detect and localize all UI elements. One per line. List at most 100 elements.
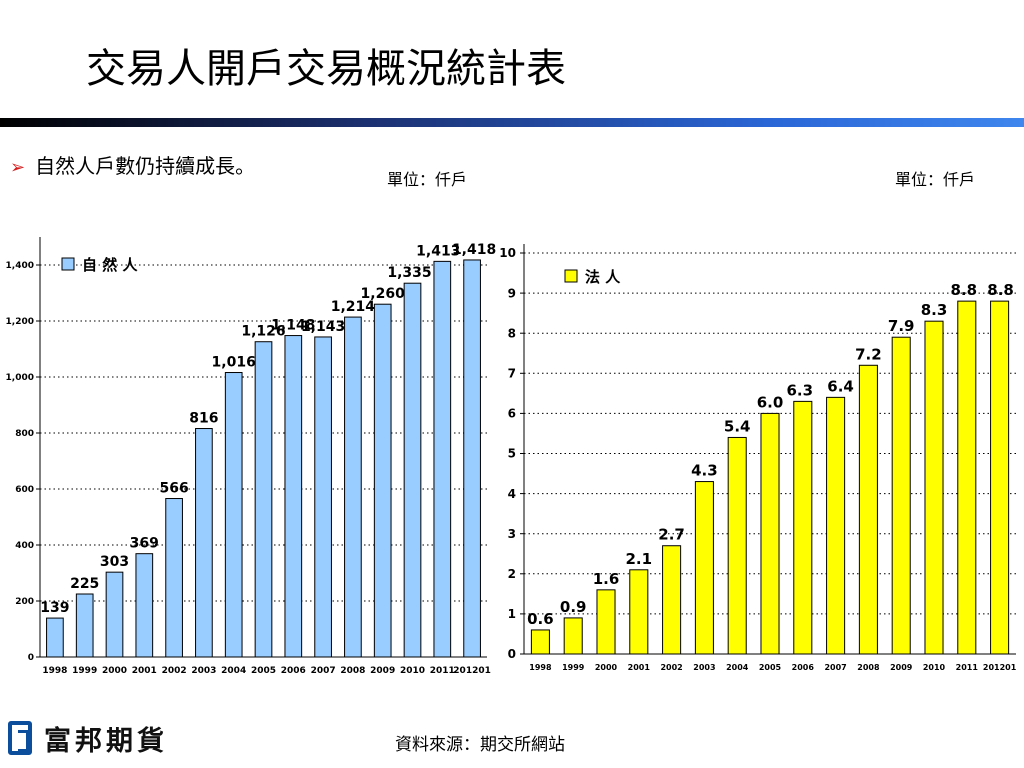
data-label: 6.4 [827,377,854,395]
y-tick-label: 1,400 [6,261,34,271]
bar [165,498,183,658]
x-tick-label: 1999 [72,666,97,676]
bar [858,364,878,655]
unit-label-left: 單位：仟戶 [387,170,468,189]
bar [924,320,944,655]
data-label: 0.9 [560,598,587,616]
x-tick-label: 2006 [792,663,815,672]
x-tick-label: 2009 [370,666,395,676]
data-label: 369 [130,536,159,552]
x-tick-label: 2001 [628,663,651,672]
bullet-text: 自然人戶數仍持續成長。 [35,154,256,178]
bar [990,300,1010,655]
x-tick-label: 1998 [42,666,67,676]
x-tick-label: 2009 [890,663,913,672]
data-label: 1,335 [387,265,431,281]
bar [46,617,64,658]
data-label: 4.3 [691,462,718,480]
legend-swatch [564,269,578,283]
bar [254,341,273,658]
bar [760,412,780,655]
bar [344,316,362,658]
source-note: 資料來源：期交所網站 [395,735,565,755]
x-tick-label: 2000 [102,666,127,676]
x-tick-label: 2010 [923,663,946,672]
x-tick-label: 2010 [400,666,425,676]
y-tick-label: 3 [508,527,516,541]
legend-label: 自 然 人 [82,256,138,274]
x-tick-label: 2004 [221,666,246,676]
data-label: 2.7 [658,526,685,544]
x-tick-label: 2008 [340,666,365,676]
data-label: 139 [40,600,69,616]
bar [433,260,452,658]
data-label: 303 [100,554,129,570]
bar [826,396,846,655]
bar [463,259,481,658]
data-label: 1.6 [593,570,620,588]
bar [662,545,682,655]
bar [195,428,213,658]
bar [373,303,392,658]
legend-swatch [61,257,75,271]
data-label: 1,148 [271,318,315,334]
page-title: 交易人開戶交易概況統計表 [86,46,566,92]
bar [284,335,303,658]
bar [224,372,243,658]
y-tick-label: 1,000 [6,373,34,383]
bar [105,571,124,658]
x-tick-label: 201201 [453,666,491,676]
data-label: 566 [159,481,188,497]
y-tick-label: 1 [508,607,516,621]
data-label: 7.2 [855,345,882,363]
y-tick-label: 6 [508,407,516,421]
data-label: 0.6 [527,610,554,628]
bar [563,617,583,655]
data-label: 6.3 [787,381,814,399]
logo-text: 富邦期貨 [44,725,168,757]
data-label: 1,214 [331,299,376,315]
data-label: 1,418 [452,242,496,258]
x-tick-label: 2011 [430,666,455,676]
bar [135,553,154,658]
data-label: 1,016 [212,355,256,371]
y-tick-label: 400 [15,541,34,551]
y-tick-label: 9 [508,286,516,300]
bar [694,481,714,655]
y-tick-label: 8 [508,326,516,340]
x-tick-label: 2004 [726,663,749,672]
y-tick-label: 200 [15,597,34,607]
x-tick-label: 2005 [251,666,276,676]
data-label: 2.1 [626,550,653,568]
x-tick-label: 2008 [857,663,880,672]
x-tick-label: 2002 [162,666,187,676]
x-tick-label: 2006 [281,666,306,676]
y-tick-label: 600 [15,485,34,495]
x-tick-label: 1999 [562,663,585,672]
data-label: 8.8 [951,281,978,299]
data-label: 8.3 [921,301,948,319]
data-label: 1,126 [241,324,285,340]
data-label: 7.9 [888,317,915,335]
y-tick-label: 0 [28,653,34,663]
data-label: 1,143 [301,319,345,335]
y-tick-label: 7 [508,367,516,381]
x-tick-label: 2001 [132,666,157,676]
y-tick-label: 2 [508,567,516,581]
bullet-point: ➢ 自然人戶數仍持續成長。 [10,150,255,179]
y-tick-label: 4 [508,487,516,501]
data-label: 1,260 [361,286,406,302]
x-tick-label: 1998 [529,663,552,672]
bar [314,336,332,658]
data-label: 816 [189,411,218,427]
arrow-bullet-icon: ➢ [10,157,26,178]
data-label: 1,413 [416,243,460,259]
x-tick-label: 2003 [693,663,715,672]
x-tick-label: 2002 [660,663,682,672]
x-tick-label: 2007 [311,666,336,676]
company-logo: 富邦期貨 [8,718,168,758]
unit-label-right: 單位：仟戶 [895,170,976,189]
legend-label: 法 人 [585,268,621,286]
y-tick-label: 10 [499,246,516,260]
